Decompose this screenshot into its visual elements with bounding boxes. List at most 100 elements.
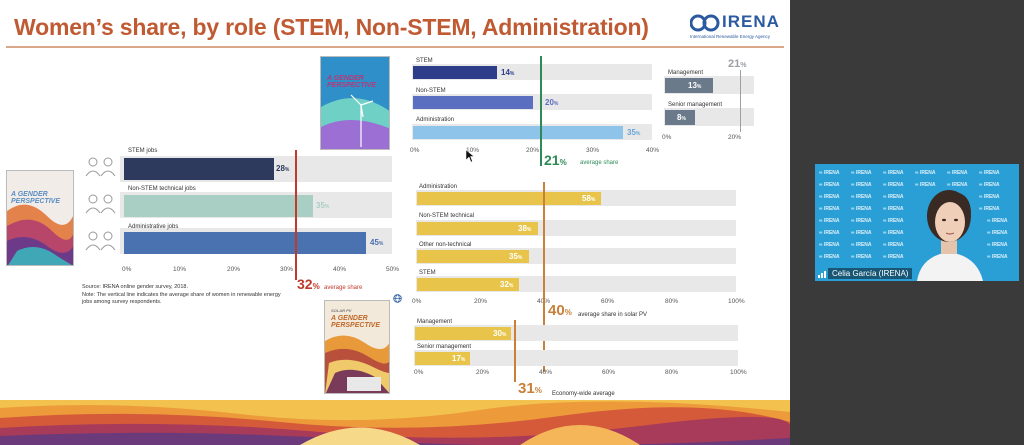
logo-subtitle: International Renewable Energy Agency — [690, 34, 771, 39]
solar-row-label-2: Non-STEM technical — [419, 213, 475, 219]
report-cover-left: A GENDER PERSPECTIVE — [6, 170, 74, 266]
svg-text:∞ IRENA: ∞ IRENA — [819, 182, 840, 188]
logo-wordmark: IRENA — [722, 12, 780, 31]
wind-mgmt-bar-management — [665, 78, 713, 93]
wind-mgmt-value-1-num: 13 — [688, 81, 697, 90]
left-tick-1: 10% — [173, 266, 187, 273]
solar-mgmt-label-1: Management — [417, 319, 453, 325]
left-bar-nonstem — [124, 195, 313, 217]
solar-tick-0: 0% — [412, 298, 422, 305]
solar-mgmt-value-1-num: 30 — [493, 329, 502, 338]
solar-value-2-unit: % — [526, 227, 532, 233]
svg-text:∞ IRENA: ∞ IRENA — [979, 194, 1000, 200]
solar-mgmt-tick-3: 60% — [602, 369, 616, 376]
solar-mgmt-tick-4: 80% — [665, 369, 679, 376]
wind-mgmt-label-1: Management — [668, 70, 704, 76]
solar-mgmt-tick-2: 40% — [539, 369, 553, 376]
participant-video-tile[interactable]: ∞ IRENA ∞ IRENA ∞ IRENA ∞ IRENA ∞ IRENA ∞ IRE… — [815, 164, 1019, 281]
presentation-slide: Women’s share, by role (STEM, Non-STEM, … — [0, 0, 790, 445]
solar-mgmt-value-1-unit: % — [501, 332, 507, 338]
svg-text:∞ IRENA: ∞ IRENA — [819, 242, 840, 248]
people-icon-row-1 — [85, 157, 116, 177]
left-bar-admin — [124, 232, 366, 254]
wind-average-unit: % — [559, 158, 567, 167]
solar-average-value: 40% — [548, 302, 572, 319]
svg-text:∞ IRENA: ∞ IRENA — [915, 170, 936, 176]
wind-value-1-num: 14 — [501, 68, 510, 77]
svg-text:∞ IRENA: ∞ IRENA — [851, 182, 872, 188]
solar-value-3-num: 35 — [509, 252, 518, 261]
solar-tick-5: 100% — [728, 298, 745, 305]
svg-text:∞ IRENA: ∞ IRENA — [819, 254, 840, 260]
wind-value-2: 20% — [545, 98, 558, 107]
svg-text:∞ IRENA: ∞ IRENA — [819, 230, 840, 236]
wind-mgmt-tick-0: 0% — [662, 134, 672, 141]
cover-art-waves — [7, 204, 73, 265]
svg-text:∞ IRENA: ∞ IRENA — [987, 218, 1008, 224]
left-tick-0: 0% — [122, 266, 132, 273]
left-value-1: 28% — [276, 164, 289, 173]
left-value-2: 35% — [316, 201, 329, 210]
solar-mgmt-average-value: 31% — [518, 380, 542, 397]
solar-row-label-4: STEM — [419, 270, 436, 276]
wind-row-label-1: STEM — [416, 58, 433, 64]
left-value-3-unit: % — [378, 241, 384, 247]
irena-logo: IRENA International Renewable Energy Age… — [690, 12, 782, 40]
solar-mgmt-average-line — [514, 320, 516, 382]
solar-mgmt-bar-management — [415, 327, 511, 340]
irena-logo-icon — [690, 14, 720, 32]
solar-value-4: 32% — [500, 280, 513, 289]
svg-text:∞ IRENA: ∞ IRENA — [819, 218, 840, 224]
solar-average-unit: % — [564, 308, 572, 317]
mouse-cursor-icon — [466, 150, 474, 162]
svg-text:∞ IRENA: ∞ IRENA — [851, 218, 872, 224]
wind-value-1-unit: % — [509, 71, 515, 77]
svg-text:∞ IRENA: ∞ IRENA — [883, 206, 904, 212]
wind-value-3: 35% — [627, 128, 640, 137]
solar-mgmt-label-2: Senior management — [417, 344, 472, 350]
left-tick-5: 50% — [386, 266, 400, 273]
wind-mgmt-value-2-unit: % — [681, 116, 686, 122]
left-source: Source: IRENA online gender survey, 2018… — [82, 284, 188, 290]
left-row-label-2: Non-STEM technical jobs — [128, 186, 196, 192]
svg-text:∞ IRENA: ∞ IRENA — [979, 170, 1000, 176]
wind-value-3-unit: % — [635, 131, 641, 137]
left-average-value: 32% — [297, 276, 320, 292]
solar-bar-nonstem — [417, 222, 538, 235]
left-average-unit: % — [312, 282, 320, 291]
left-value-2-unit: % — [324, 204, 330, 210]
wind-mgmt-value-1-unit: % — [696, 84, 702, 90]
svg-text:∞ IRENA: ∞ IRENA — [851, 206, 872, 212]
title-divider — [6, 46, 784, 48]
left-value-1-num: 28 — [276, 164, 285, 173]
left-tick-4: 40% — [333, 266, 347, 273]
left-tick-2: 20% — [227, 266, 241, 273]
svg-text:∞ IRENA: ∞ IRENA — [979, 182, 1000, 188]
solar-bar-admin — [417, 192, 601, 205]
solar-mgmt-average-num: 31 — [518, 380, 535, 397]
wind-tick-3: 30% — [586, 147, 600, 154]
solar-row-label-3: Other non-technical — [419, 242, 472, 248]
left-average-label: average share — [324, 285, 363, 291]
wind-value-2-num: 20 — [545, 98, 554, 107]
svg-text:∞ IRENA: ∞ IRENA — [987, 242, 1008, 248]
solar-value-4-num: 32 — [500, 280, 509, 289]
solar-value-1: 58% — [582, 194, 595, 203]
wind-mgmt-value-2-num: 8 — [677, 113, 682, 122]
solar-tick-1: 20% — [474, 298, 488, 305]
solar-value-1-unit: % — [590, 197, 596, 203]
svg-text:∞ IRENA: ∞ IRENA — [819, 194, 840, 200]
solar-average-line — [543, 182, 545, 372]
cover-solar-kicker: SOLAR PV — [331, 308, 352, 313]
solar-mgmt-value-2-num: 17 — [452, 354, 461, 363]
cover-left-title: A GENDER PERSPECTIVE — [11, 191, 61, 205]
wind-value-3-num: 35 — [627, 128, 636, 137]
solar-mgmt-average-unit: % — [534, 386, 542, 395]
left-row-label-1: STEM jobs — [128, 148, 158, 154]
left-value-1-unit: % — [284, 167, 290, 173]
solar-bar-stem — [417, 278, 519, 291]
svg-text:∞ IRENA: ∞ IRENA — [915, 182, 936, 188]
cover-solar-title: A GENDER PERSPECTIVE — [331, 315, 381, 329]
left-value-3: 45% — [370, 238, 383, 247]
cover-art-solar — [325, 335, 389, 393]
